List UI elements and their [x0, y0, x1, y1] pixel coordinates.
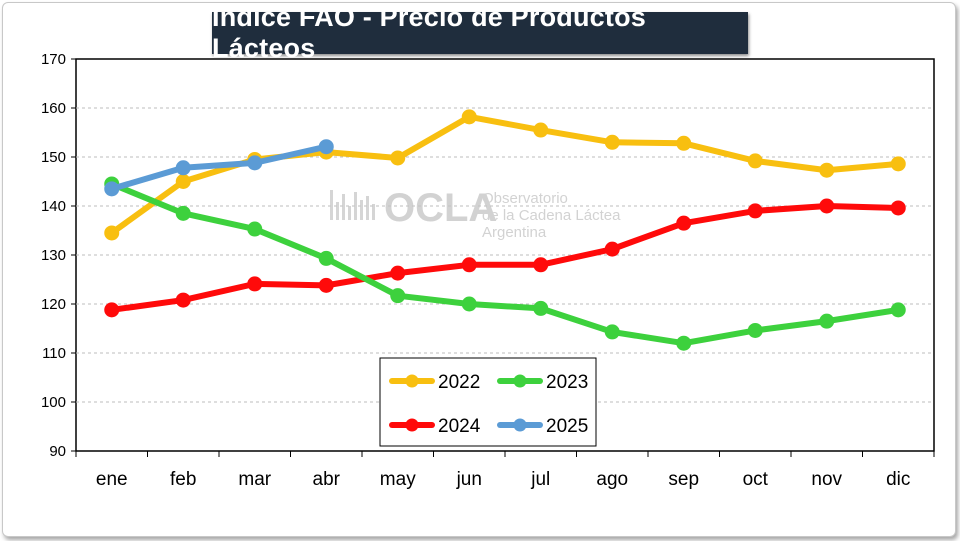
data-point-2023: [890, 302, 906, 318]
data-point-2022: [461, 109, 477, 125]
watermark-line-3: Argentina: [482, 224, 547, 241]
y-tick-label: 110: [42, 345, 66, 362]
data-point-2024: [604, 241, 620, 257]
data-point-2023: [533, 300, 549, 316]
x-tick-label: jul: [530, 469, 550, 490]
data-point-2022: [676, 135, 692, 151]
x-tick-label: sep: [668, 469, 699, 490]
x-tick-label: oct: [743, 469, 769, 490]
data-point-2023: [247, 221, 263, 237]
y-tick-label: 150: [41, 149, 66, 166]
data-point-2025: [104, 181, 120, 197]
data-point-2022: [175, 174, 191, 189]
y-tick-label: 90: [49, 443, 66, 460]
data-point-2022: [747, 153, 763, 169]
x-tick-label: abr: [313, 469, 341, 490]
legend-marker-2025: [513, 418, 527, 432]
data-point-2024: [890, 200, 906, 216]
data-point-2024: [747, 203, 763, 219]
series-line-2023: [108, 180, 902, 347]
logo-bar: [360, 200, 363, 220]
logo-bar: [348, 206, 351, 220]
data-point-2022: [533, 122, 549, 138]
x-tick-label: may: [380, 469, 416, 490]
y-tick-label: 100: [41, 394, 66, 411]
y-tick-label: 120: [41, 296, 66, 313]
logo-bar: [354, 192, 357, 220]
legend-box: [379, 357, 597, 447]
series-line-2024: [108, 203, 902, 313]
y-tick-label: 140: [41, 198, 66, 215]
x-tick-label: jun: [456, 469, 482, 490]
data-point-2025: [318, 139, 334, 155]
logo-bar: [330, 190, 333, 220]
x-tick-label: ene: [96, 469, 128, 490]
y-tick-label: 170: [41, 51, 66, 68]
watermark-line-2: de la Cadena Láctea: [482, 207, 621, 224]
data-point-2025: [175, 160, 191, 176]
x-tick-label: feb: [170, 469, 196, 490]
data-point-2023: [676, 335, 692, 351]
legend-label-2024: 2024: [438, 416, 481, 437]
series-line-2025: [108, 143, 330, 192]
data-point-2023: [390, 288, 406, 304]
logo-bar: [366, 196, 369, 220]
y-tick-label: 160: [41, 100, 66, 117]
data-point-2024: [175, 292, 191, 308]
data-point-2025: [247, 155, 263, 171]
data-point-2024: [819, 198, 835, 214]
data-point-2024: [533, 257, 549, 273]
legend-marker-2023: [513, 374, 527, 388]
y-tick-label: 130: [41, 247, 66, 264]
data-point-2023: [461, 296, 477, 312]
data-point-2024: [390, 265, 406, 281]
data-point-2024: [247, 276, 263, 292]
legend-marker-2024: [405, 418, 419, 432]
data-point-2023: [819, 313, 835, 329]
x-tick-label: dic: [886, 469, 910, 490]
data-point-2022: [890, 156, 906, 172]
x-tick-label: ago: [596, 469, 628, 490]
data-point-2022: [390, 150, 406, 166]
data-point-2024: [318, 277, 334, 293]
watermark-line-1: Observatorio: [482, 190, 568, 207]
data-point-2022: [104, 225, 120, 241]
legend-label-2022: 2022: [438, 372, 480, 393]
data-point-2024: [104, 302, 120, 318]
data-point-2023: [318, 250, 334, 266]
data-point-2023: [604, 324, 620, 340]
legend-label-2025: 2025: [546, 416, 588, 437]
x-tick-label: mar: [238, 469, 271, 490]
logo-bar: [342, 194, 345, 220]
legend-label-2023: 2023: [546, 372, 588, 393]
logo-bar: [336, 202, 339, 220]
watermark-brand: OCLA: [384, 186, 497, 230]
data-point-2023: [747, 322, 763, 338]
logo-bar: [372, 204, 375, 220]
x-tick-label: nov: [811, 469, 842, 490]
data-point-2022: [604, 134, 620, 150]
data-point-2024: [461, 257, 477, 273]
legend-marker-2022: [405, 374, 419, 388]
data-point-2024: [676, 215, 692, 231]
data-point-2022: [819, 162, 835, 178]
data-point-2023: [175, 205, 191, 221]
